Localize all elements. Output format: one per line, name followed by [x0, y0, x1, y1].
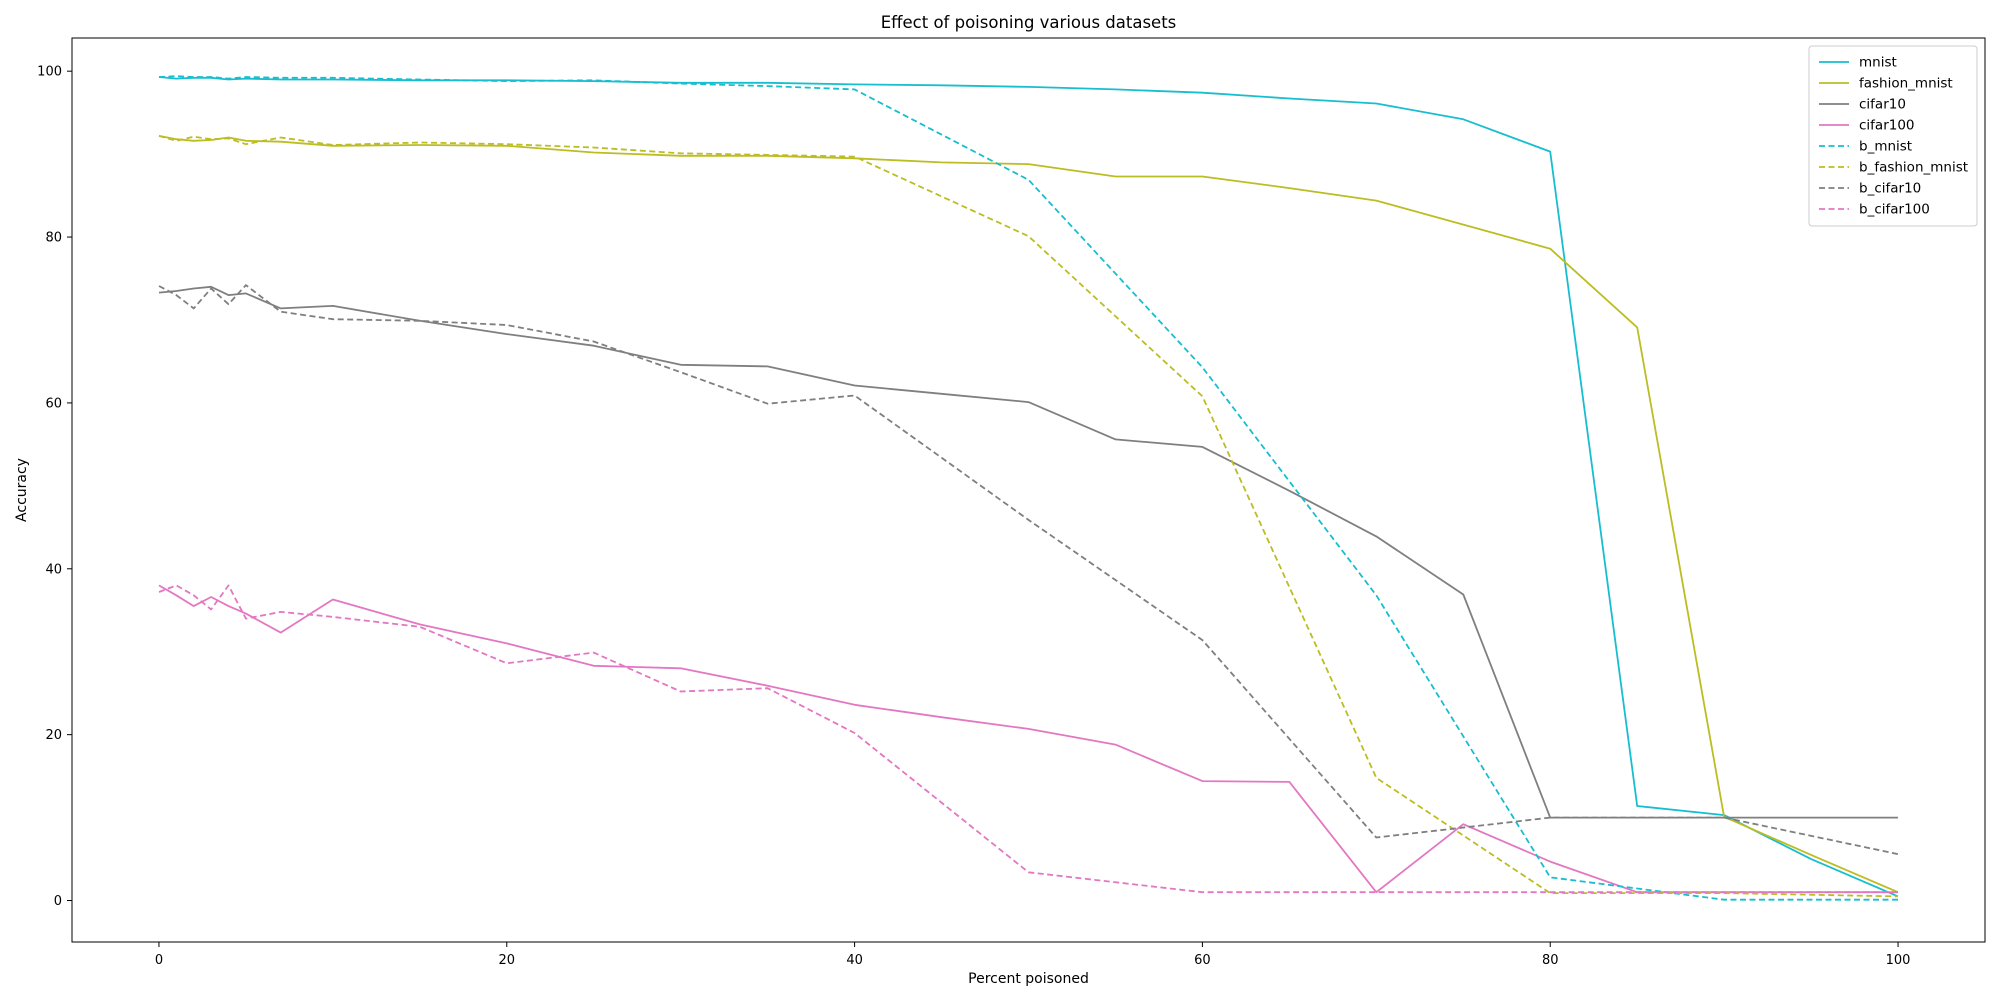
y-tick-label: 0 — [54, 894, 62, 909]
x-axis-label: Percent poisoned — [968, 971, 1089, 987]
x-axis-ticks: 0 20 40 60 80 100 — [155, 942, 1911, 968]
legend-label: b_cifar100 — [1859, 202, 1930, 218]
legend-label: fashion_mnist — [1859, 76, 1953, 92]
plot-frame — [71, 37, 1986, 943]
series-line-cifar10 — [158, 285, 1898, 819]
x-tick-label: 20 — [498, 953, 515, 968]
x-tick-label: 80 — [1542, 953, 1559, 968]
legend-label: b_fashion_mnist — [1859, 160, 1968, 176]
y-axis-label: Accuracy — [14, 458, 30, 522]
series-line-b-cifar10 — [158, 284, 1899, 855]
legend-label: b_cifar10 — [1859, 181, 1921, 197]
series-line-b-mnist — [158, 75, 1898, 901]
x-tick-label: 40 — [846, 953, 863, 968]
chart-title: Effect of poisoning various datasets — [881, 13, 1177, 32]
x-tick-label: 0 — [155, 953, 163, 968]
legend-label: cifar10 — [1859, 97, 1906, 113]
y-tick-label: 60 — [45, 396, 62, 411]
legend-label: cifar100 — [1859, 118, 1915, 134]
series-line-fashion-mnist — [158, 135, 1899, 894]
series-line-mnist — [158, 76, 1899, 898]
y-tick-label: 40 — [45, 562, 62, 577]
y-axis-ticks: 0 20 40 60 80 100 — [37, 65, 72, 909]
legend-box — [1808, 45, 1978, 227]
x-tick-label: 100 — [1886, 953, 1911, 968]
legend: mnist fashion_mnist cifar10 cifar100 b_mnist… — [1808, 45, 1978, 227]
y-tick-label: 100 — [37, 65, 62, 80]
x-tick-label: 60 — [1194, 953, 1211, 968]
series-line-b-cifar100 — [158, 584, 1898, 894]
legend-label: mnist — [1859, 55, 1897, 71]
legend-label: b_mnist — [1859, 139, 1912, 155]
y-tick-label: 80 — [45, 231, 62, 246]
y-tick-label: 20 — [45, 728, 62, 743]
series-lines — [158, 75, 1899, 901]
series-line-b-fashion-mnist — [158, 135, 1899, 898]
